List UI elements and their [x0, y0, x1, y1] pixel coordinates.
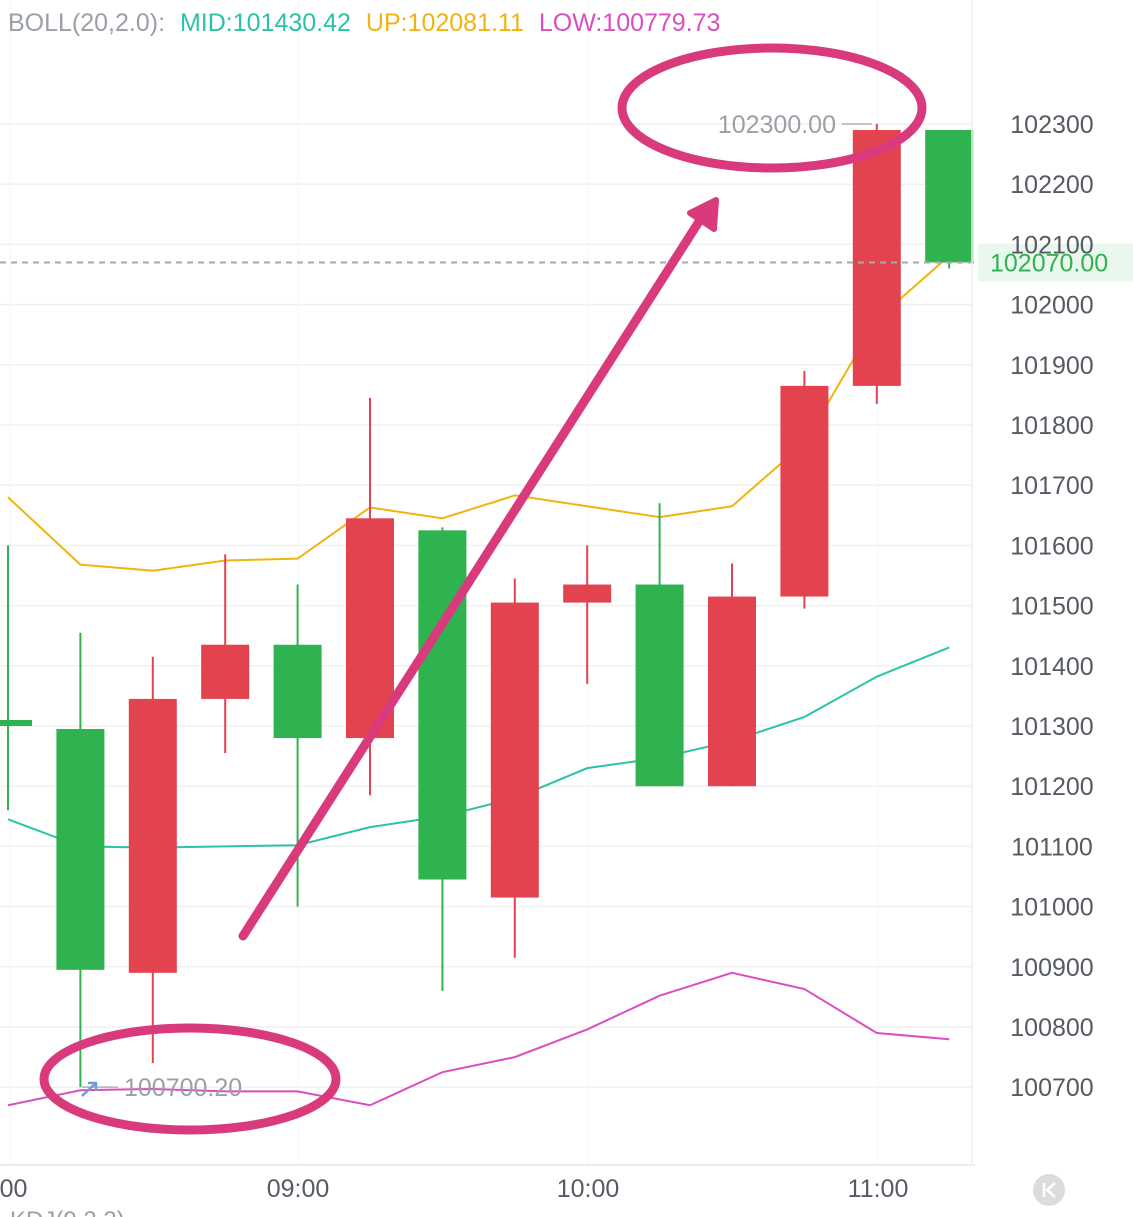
candles: [0, 124, 974, 1088]
price-tick-label: 100900: [1010, 954, 1093, 982]
trend-arrow-shaft: [238, 215, 705, 941]
price-tick-label: 101700: [1010, 472, 1093, 500]
price-tick-label: 101800: [1010, 412, 1093, 440]
trend-arrow-head-icon: [687, 197, 719, 232]
candle-down: [490, 578, 539, 958]
time-tick-label: :00: [0, 1175, 27, 1203]
time-tick-label: 10:00: [557, 1175, 620, 1203]
price-tick-label: 101100: [1011, 833, 1093, 861]
low-highlight-ellipse: [39, 1023, 341, 1135]
candle-down: [563, 545, 612, 684]
candle-up: [56, 632, 105, 1088]
time-axis: :00 09:00 10:00 11:00: [0, 1175, 908, 1203]
candle-down: [780, 370, 829, 609]
candle-body: [346, 518, 394, 739]
scroll-to-latest-button[interactable]: [1033, 1174, 1065, 1206]
candle-body: [56, 729, 105, 970]
high-annotation-label: 102300.00: [718, 111, 836, 139]
candle-down: [201, 554, 250, 754]
candle-up: [0, 545, 32, 811]
price-tick-label: 101500: [1010, 593, 1093, 621]
bollinger-bands: [7, 255, 950, 1107]
candle-body: [201, 644, 250, 699]
candle-body: [490, 602, 539, 898]
price-tick-label: 101900: [1010, 352, 1093, 380]
price-tick-label: 100800: [1010, 1014, 1093, 1042]
high-highlight-ellipse: [617, 43, 927, 173]
candle-up: [925, 130, 974, 269]
boll-legend-up: UP:102081.11: [366, 9, 524, 37]
candle-body: [128, 698, 177, 973]
candle-body: [635, 584, 684, 787]
low-marker-arrow-icon: [81, 1081, 98, 1097]
candle-body: [708, 596, 756, 787]
candle-up: [418, 527, 467, 991]
candle-body: [0, 719, 32, 726]
candle-down: [128, 656, 177, 1064]
candle-body: [925, 130, 974, 263]
low-annotation-label: 100700.20: [124, 1074, 242, 1102]
current-price-tag-bg: [978, 243, 1133, 282]
kdj-legend: KDJ(9,3,3): [10, 1207, 125, 1217]
boll-legend-mid: MID:101430.42: [180, 9, 351, 37]
candle-body: [852, 130, 901, 386]
price-tick-label: 101300: [1010, 713, 1093, 741]
candle-body: [780, 385, 829, 597]
candle-up: [635, 503, 684, 787]
jump-to-end-icon: [1042, 1182, 1056, 1198]
price-tick-label: 102300: [1010, 111, 1093, 139]
price-tick-label: 101600: [1010, 532, 1093, 560]
current-price-tag: 102070.00: [990, 249, 1108, 277]
price-tick-label: 101200: [1010, 773, 1093, 801]
price-tick-label: 100700: [1010, 1074, 1093, 1102]
price-tick-label: 101000: [1010, 894, 1093, 922]
price-tick-label: 102100: [1010, 231, 1093, 259]
time-tick-label: 09:00: [267, 1175, 330, 1203]
price-tick-label: 101400: [1010, 653, 1093, 681]
candle-body: [418, 530, 467, 880]
price-axis: 102300 102200 102100 102000 101900 101800 1017…: [1010, 111, 1093, 1102]
price-tick-label: 102200: [1010, 171, 1093, 199]
boll-legend-low: LOW:100779.73: [539, 9, 721, 37]
candle-up: [273, 584, 322, 907]
boll-lower-line: [7, 971, 950, 1107]
candle-down: [852, 124, 901, 404]
price-tick-label: 102000: [1010, 292, 1093, 320]
time-tick-label: 11:00: [848, 1175, 909, 1203]
boll-legend-name: BOLL(20,2.0):: [8, 9, 165, 37]
boll-legend: BOLL(20,2.0): MID:101430.42 UP:102081.11…: [8, 9, 720, 37]
candle-body: [563, 584, 612, 603]
candle-body: [273, 644, 322, 739]
candle-down: [708, 563, 756, 787]
